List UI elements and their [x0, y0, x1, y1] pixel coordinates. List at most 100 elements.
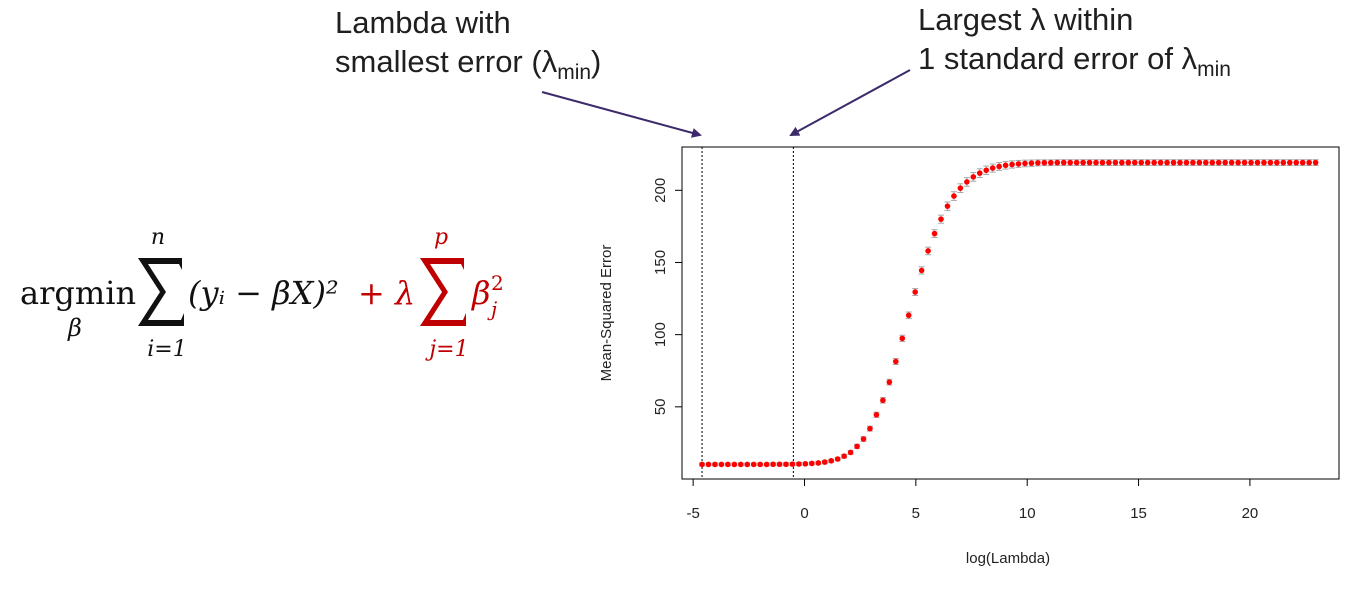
- data-point: [860, 436, 867, 442]
- data-point: [1261, 159, 1267, 166]
- plot-frame: [681, 146, 1340, 480]
- data-point: [1048, 159, 1054, 166]
- data-point: [789, 461, 796, 467]
- formula-penalty-sup: 2: [491, 271, 504, 295]
- data-point: [944, 203, 951, 209]
- data-point: [1086, 159, 1093, 166]
- data-point: [699, 461, 705, 468]
- data-point: [776, 461, 783, 468]
- data-point: [847, 449, 854, 456]
- data-point: [1312, 159, 1319, 166]
- data-point: [886, 379, 893, 385]
- data-point: [1190, 159, 1196, 166]
- data-point: [737, 461, 744, 468]
- data-point: [1157, 159, 1164, 166]
- data-point: [802, 461, 809, 467]
- data-point: [1080, 159, 1086, 166]
- data-point: [1106, 159, 1112, 166]
- data-point: [1170, 159, 1177, 166]
- annotation-lambda-1se-line2: 1 standard error of λmin: [918, 39, 1231, 80]
- data-point: [1125, 159, 1132, 166]
- formula-argmin: argmin: [20, 274, 136, 312]
- data-point: [1131, 159, 1138, 166]
- data-point: [809, 460, 815, 467]
- annotation-lambda-min-sub: min: [557, 61, 592, 84]
- data-point: [1002, 162, 1009, 169]
- data-point: [1164, 159, 1170, 166]
- data-point: [951, 193, 957, 199]
- data-point: [718, 461, 725, 468]
- data-point: [1144, 159, 1151, 166]
- data-point: [815, 460, 822, 466]
- data-point: [1215, 159, 1222, 166]
- x-tick-label: 0: [800, 505, 808, 522]
- data-point: [983, 167, 990, 174]
- data-point: [1209, 159, 1216, 166]
- data-point: [1177, 159, 1183, 166]
- error-bars: [699, 159, 1319, 467]
- data-point: [957, 185, 964, 191]
- annotation-lambda-min-line2-text: smallest error (λ: [335, 44, 558, 79]
- formula-sum1-lower: i=1: [147, 337, 186, 362]
- data-point: [1119, 159, 1125, 166]
- x-tick-label: 5: [912, 505, 920, 522]
- data-point: [1028, 160, 1035, 166]
- y-axis: 50 100 150 200: [652, 178, 683, 415]
- data-point: [1280, 159, 1287, 166]
- data-point: [1203, 159, 1209, 166]
- data-point: [918, 267, 925, 274]
- x-axis-label: log(Lambda): [966, 550, 1050, 567]
- data-point: [796, 461, 802, 467]
- data-point: [1196, 159, 1203, 166]
- data-point: [1293, 159, 1300, 166]
- data-point: [1067, 159, 1073, 166]
- data-point: [1112, 159, 1119, 166]
- data-point: [1306, 159, 1312, 166]
- data-point: [1009, 161, 1015, 168]
- x-axis: -5 0 5 10 15 20: [686, 478, 1259, 522]
- data-point: [841, 453, 847, 459]
- data-point: [744, 461, 751, 468]
- data-point: [989, 165, 996, 171]
- data-point: [925, 248, 931, 254]
- summation-icon: [420, 258, 466, 326]
- annotation-lambda-min-line2: smallest error (λmin): [335, 42, 601, 84]
- data-point: [1138, 159, 1145, 166]
- data-point: [725, 461, 731, 468]
- data-point: [757, 461, 763, 468]
- data-point: [828, 458, 835, 464]
- data-point: [1254, 159, 1261, 166]
- data-point: [1060, 159, 1067, 166]
- y-tick-label: 150: [652, 250, 669, 275]
- data-point: [1015, 161, 1022, 167]
- formula-penalty-term: β: [471, 274, 491, 312]
- y-tick-label: 100: [652, 322, 669, 347]
- data-point: [905, 312, 912, 319]
- data-point: [867, 425, 873, 432]
- data-point: [1151, 159, 1157, 166]
- lambda-lines: [701, 147, 794, 479]
- x-tick-label: -5: [686, 505, 699, 522]
- data-point: [1248, 159, 1254, 166]
- formula-sum2-upper: p: [434, 225, 448, 250]
- data-point: [964, 179, 970, 185]
- data-point: [763, 461, 770, 468]
- x-tick-label: 20: [1242, 505, 1259, 522]
- data-point: [1073, 159, 1080, 166]
- data-point: [1093, 159, 1099, 166]
- arrow-to-lambda-1se: [789, 69, 911, 136]
- formula-argmin-sub: β: [67, 314, 82, 342]
- y-tick-label: 200: [652, 178, 669, 203]
- data-point: [750, 461, 757, 468]
- data-point: [996, 163, 1002, 170]
- data-point: [1022, 160, 1028, 167]
- data-point: [873, 411, 880, 418]
- data-point: [1228, 159, 1235, 166]
- data-point: [1267, 159, 1274, 166]
- formula-loss-term: (yᵢ − βX)²: [188, 274, 339, 312]
- data-point: [1183, 159, 1190, 166]
- annotation-lambda-1se-line1: Largest λ within: [918, 2, 1134, 37]
- annotation-lambda-min: Lambda with smallest error (λmin): [335, 3, 601, 84]
